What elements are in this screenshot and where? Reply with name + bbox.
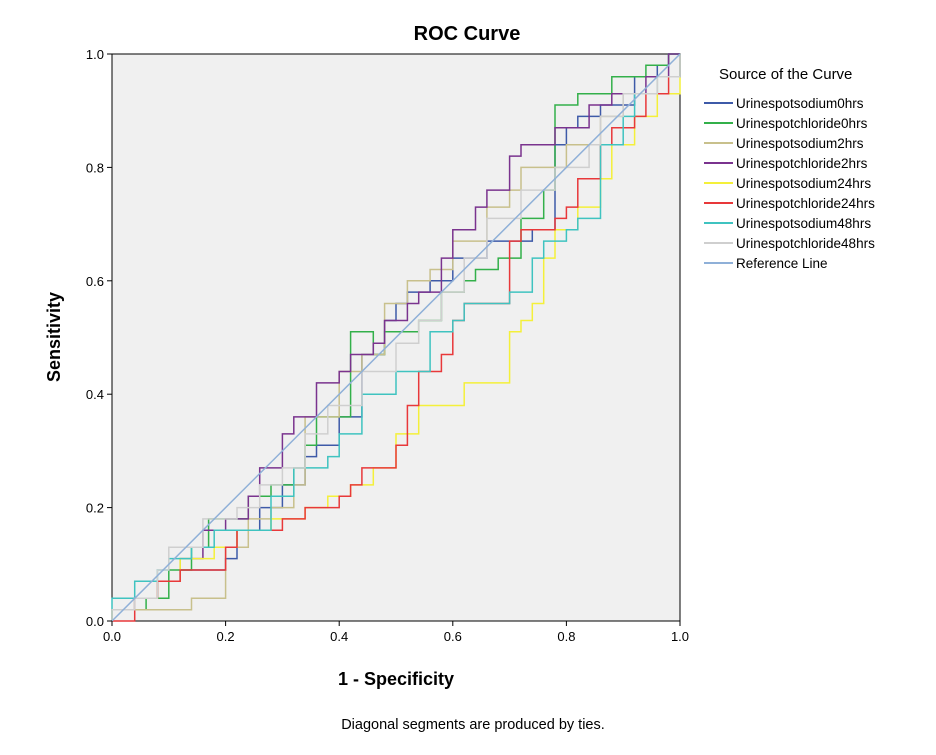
legend-item: Urinespotsodium0hrs bbox=[704, 96, 864, 111]
x-tick-label: 0.8 bbox=[557, 629, 575, 644]
series-line-6 bbox=[111, 54, 681, 621]
legend-label: Urinespotsodium0hrs bbox=[736, 96, 864, 111]
y-axis-label: Sensitivity bbox=[44, 292, 64, 382]
series-line-8 bbox=[111, 53, 681, 622]
x-tick-label: 0.6 bbox=[444, 629, 462, 644]
legend-label: Urinespotsodium24hrs bbox=[736, 176, 871, 191]
x-axis-label: 1 - Specificity bbox=[338, 669, 454, 689]
y-tick-label: 0.4 bbox=[86, 387, 104, 402]
legend-label: Urinespotchloride24hrs bbox=[736, 196, 875, 211]
legend-title: Source of the Curve bbox=[719, 66, 852, 83]
y-tick-label: 0.8 bbox=[86, 160, 104, 175]
legend-label: Urinespotchloride48hrs bbox=[736, 236, 875, 251]
legend-item: Urinespotsodium2hrs bbox=[704, 136, 864, 151]
x-tick-label: 1.0 bbox=[671, 629, 689, 644]
x-tick-label: 0.0 bbox=[103, 629, 121, 644]
legend-item: Urinespotchloride0hrs bbox=[704, 116, 868, 131]
legend-label: Urinespotchloride2hrs bbox=[736, 156, 868, 171]
chart-footnote: Diagonal segments are produced by ties. bbox=[341, 717, 605, 733]
series-line-3 bbox=[111, 53, 680, 621]
y-tick-label: 0.6 bbox=[86, 274, 104, 289]
legend-item: Urinespotsodium24hrs bbox=[704, 176, 871, 191]
y-tick-label: 0.0 bbox=[86, 614, 104, 629]
legend-item: Urinespotchloride48hrs bbox=[704, 236, 875, 251]
x-tick-label: 0.4 bbox=[330, 629, 348, 644]
axis-ticks: 0.0 0.2 0.4 0.6 0.8 1.0 0.0 0.2 0.4 0.6 0.8 1.0 bbox=[86, 47, 689, 644]
legend-item: Urinespotchloride24hrs bbox=[704, 196, 875, 211]
curve-layer bbox=[111, 53, 681, 622]
x-tick-label: 0.2 bbox=[217, 629, 235, 644]
chart-title: ROC Curve bbox=[414, 23, 521, 45]
legend-label: Urinespotchloride0hrs bbox=[736, 116, 868, 131]
legend-item: Urinespotchloride2hrs bbox=[704, 156, 868, 171]
y-tick-label: 0.2 bbox=[86, 501, 104, 516]
legend-label: Urinespotsodium2hrs bbox=[736, 136, 864, 151]
legend-item: Urinespotsodium48hrs bbox=[704, 216, 871, 231]
legend-label: Reference Line bbox=[736, 256, 828, 271]
legend-item: Reference Line bbox=[704, 256, 828, 271]
y-tick-label: 1.0 bbox=[86, 47, 104, 62]
legend: Urinespotsodium0hrs Urinespotchloride0hrs… bbox=[704, 96, 875, 271]
legend-label: Urinespotsodium48hrs bbox=[736, 216, 871, 231]
